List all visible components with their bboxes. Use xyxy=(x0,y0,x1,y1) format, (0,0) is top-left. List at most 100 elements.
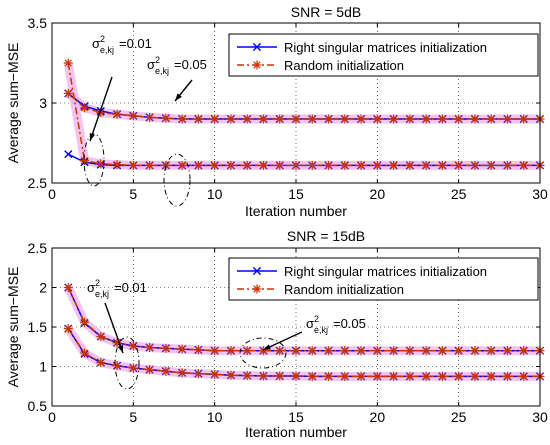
data-point-random xyxy=(129,342,137,350)
data-point-random xyxy=(64,89,72,98)
x-tick-label: 0 xyxy=(48,409,56,425)
data-point-random xyxy=(113,160,121,169)
data-point-random xyxy=(145,366,154,374)
series-group xyxy=(63,283,545,381)
data-point-random xyxy=(487,115,495,123)
annotation-sigma-005: σ 2e,kj =0.05 xyxy=(239,314,366,369)
data-point-random xyxy=(373,161,381,170)
data-point-random xyxy=(64,59,72,67)
annotation-value: =0.01 xyxy=(119,36,152,51)
data-point-random xyxy=(178,345,186,353)
data-point-random xyxy=(389,347,398,355)
data-point-random xyxy=(422,161,430,170)
data-point-random xyxy=(324,115,333,123)
data-point-random xyxy=(276,161,284,170)
data-point-random xyxy=(389,161,398,170)
data-point-random xyxy=(145,113,154,122)
x-tick-label: 25 xyxy=(451,409,467,425)
data-point-random xyxy=(292,115,300,123)
data-point-random xyxy=(243,161,251,170)
data-point-random xyxy=(520,161,528,170)
plot-bottom: SNR = 15dB 0 5 10 15 20 25 30 0.5 1 1.5 2 2.5 Iterati… xyxy=(5,228,548,440)
data-point-random xyxy=(406,372,414,380)
data-point-random xyxy=(455,161,463,170)
data-point-random xyxy=(162,161,170,170)
data-point-random xyxy=(406,347,414,355)
data-point-random xyxy=(243,115,251,123)
x-tick-label: 10 xyxy=(207,186,223,202)
annotation-sigma: σ xyxy=(306,316,314,331)
data-point-random xyxy=(97,332,105,341)
annotation-ellipse xyxy=(114,336,140,390)
data-point-random xyxy=(276,115,284,123)
data-point-random xyxy=(259,372,268,380)
legend-marker-random xyxy=(253,61,261,69)
y-tick-label: 2 xyxy=(39,280,47,296)
data-point-random xyxy=(178,161,186,170)
y-tick-label: 1 xyxy=(39,359,47,375)
data-point-random xyxy=(97,160,105,168)
data-point-random xyxy=(211,161,219,170)
data-point-random xyxy=(211,347,219,355)
legend-box xyxy=(228,257,539,301)
data-point-random xyxy=(80,156,89,165)
data-point-random xyxy=(227,161,235,170)
data-point-random xyxy=(471,372,479,380)
data-point-random xyxy=(406,161,414,170)
data-point-random xyxy=(503,115,512,123)
data-point-random xyxy=(357,347,365,355)
annotation-arrowhead xyxy=(263,344,271,350)
annotation-arrowhead xyxy=(117,345,124,353)
annotation-arrow xyxy=(104,302,124,354)
data-point-random xyxy=(178,369,186,377)
annotation-value: =0.05 xyxy=(174,57,207,72)
plot-top: SNR = 5dB 0 5 10 15 20 25 30 2.5 3 3.5 Iteration nu… xyxy=(5,4,548,219)
data-point-random xyxy=(487,161,495,170)
data-point-random xyxy=(308,161,316,170)
data-point-random xyxy=(292,347,300,355)
annotation-subscript: e,kj xyxy=(100,45,114,55)
data-point-random xyxy=(520,347,528,355)
data-point-random xyxy=(471,161,479,170)
x-tick-label: 5 xyxy=(129,409,137,425)
data-point-random xyxy=(438,372,447,380)
data-point-random xyxy=(276,347,284,355)
y-tick-label: 2.5 xyxy=(28,175,48,191)
data-point-random xyxy=(324,347,333,355)
data-point-random xyxy=(292,161,300,170)
data-point-random xyxy=(194,346,203,354)
y-tick-label: 1.5 xyxy=(28,319,48,335)
data-point-random xyxy=(341,161,349,170)
data-point-random xyxy=(471,115,479,123)
data-point-random xyxy=(194,370,203,378)
annotation-ellipse xyxy=(239,337,287,369)
series-line-random-0.05 xyxy=(67,92,540,120)
data-point-random xyxy=(227,347,235,355)
data-point-random xyxy=(422,347,430,355)
legend: Right singular matrices initialization Ra… xyxy=(228,33,539,77)
legend: Right singular matrices initialization Ra… xyxy=(228,257,539,301)
x-tick-label: 10 xyxy=(207,409,223,425)
annotation-value: =0.05 xyxy=(333,316,366,331)
x-tick-label: 20 xyxy=(370,409,386,425)
data-point-random xyxy=(422,115,430,123)
chart-title: SNR = 15dB xyxy=(287,228,365,244)
data-point-random xyxy=(162,344,170,352)
data-point-random xyxy=(455,115,463,123)
x-tick-label: 30 xyxy=(532,409,548,425)
annotation-subscript: e,kj xyxy=(314,325,328,335)
x-tick-label: 30 xyxy=(532,186,548,202)
legend-marker-rsm xyxy=(252,42,262,52)
data-point-random xyxy=(259,161,268,170)
annotation-subscript: e,kj xyxy=(155,66,169,76)
x-tick-label: 15 xyxy=(288,409,304,425)
data-point-random xyxy=(487,372,495,380)
data-point-random xyxy=(341,115,349,123)
x-tick-label: 20 xyxy=(370,186,386,202)
data-point-random xyxy=(64,324,72,333)
data-point-random xyxy=(227,115,235,123)
legend-label-rsm: Right singular matrices initialization xyxy=(284,264,487,279)
series-highlight-1 xyxy=(65,90,540,124)
annotation-arrowhead xyxy=(89,133,96,141)
data-point-random xyxy=(357,161,365,170)
